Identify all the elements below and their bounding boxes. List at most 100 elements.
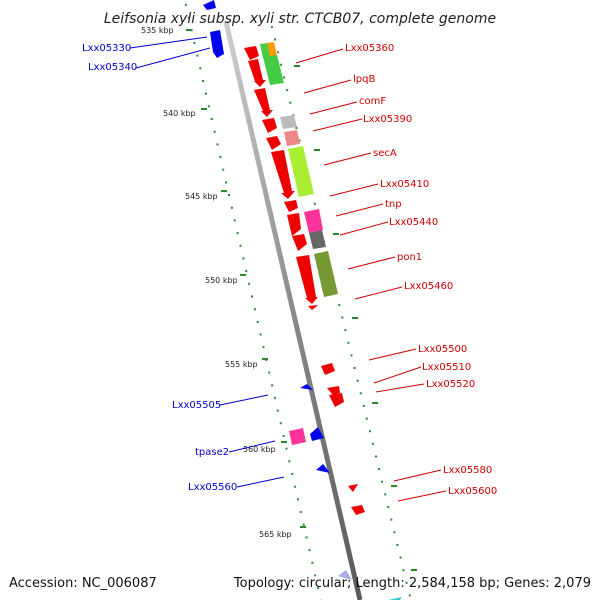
guide-dot [298,139,301,142]
cds-block [314,251,338,297]
gene-arrow-forward [248,59,266,87]
gene-label-lpqb[interactable]: lpqB [353,74,375,85]
gene-label-lxx05520[interactable]: Lxx05520 [426,379,475,390]
guide-dot [368,430,371,433]
forward-labels: Lxx05360 lpqB comF Lxx05390 secA Lxx0541… [345,43,497,497]
gene-label-lxx05340[interactable]: Lxx05340 [88,62,137,73]
guide-dot [222,168,225,171]
guide-dot [295,127,298,129]
guide-dot [387,506,390,508]
guide-dot [233,219,236,222]
gene-label-lxx05410[interactable]: Lxx05410 [380,179,429,190]
guide-dot [347,341,350,344]
guide-dot [299,511,302,513]
guide-dot [390,518,393,521]
guide-dot [294,485,297,488]
guide-dot [280,63,283,66]
guide-dot [239,244,242,247]
gene-label-comf[interactable]: comF [359,96,386,107]
guide-dot [190,29,193,32]
gene-label-lxx05390[interactable]: Lxx05390 [363,114,412,125]
gene-label-lxx05580[interactable]: Lxx05580 [443,465,492,476]
guide-dot [317,587,320,590]
leader-line [312,118,363,132]
guide-dot [286,89,289,92]
tick-label: 560 kbp [243,445,276,454]
leader-line [354,286,403,300]
cds-block [304,209,323,233]
leader-line [303,79,352,94]
cds-block [289,428,306,445]
gene-label-tnp[interactable]: tnp [385,199,402,210]
reverse-leaders [129,36,285,488]
guide-dot [314,574,317,577]
guide-dot [291,473,294,475]
guide-dot [213,130,216,133]
gene-label-seca[interactable]: secA [373,148,397,159]
gene-label-lxx05510[interactable]: Lxx05510 [422,362,471,373]
cds-blocks [260,42,338,445]
gene-label-lxx05330[interactable]: Lxx05330 [82,43,131,54]
leader-line [129,36,208,49]
guide-dot [359,392,362,395]
guide-dot [253,308,256,311]
accession-text: Accession: NC_006087 [9,576,157,591]
guide-dot [371,442,374,445]
tick-label: 545 kbp [185,192,218,201]
guide-dot [242,257,245,260]
gene-arrow-forward [348,484,358,492]
guide-dot [399,556,402,559]
guide-dot [283,76,286,79]
gene-label-lxx05460[interactable]: Lxx05460 [404,281,453,292]
guide-dot [245,270,248,273]
leader-line [373,366,422,384]
cds-block [267,42,277,57]
leader-line [135,47,211,69]
gene-arrow-reverse [203,0,216,10]
gene-arrow-faded [338,570,352,580]
map-title: Leifsonia xyli subsp. xyli str. CTCB07, … [104,11,496,27]
guide-dot [375,455,377,458]
guide-dot [187,16,190,19]
guide-dot [365,417,368,420]
tick-label: 540 kbp [163,109,196,118]
guide-dot [262,346,265,349]
tick-label: 550 kbp [205,276,238,285]
guide-dot [205,92,207,95]
guide-dot [207,105,210,108]
guide-dot [230,206,233,209]
guide-dot [402,569,405,572]
gene-label-lxx05500[interactable]: Lxx05500 [418,344,467,355]
gene-label-lxx05600[interactable]: Lxx05600 [448,486,497,497]
leader-line [309,101,358,115]
gene-label-tpase2[interactable]: tpase2 [195,447,229,458]
guide-dot [305,536,308,539]
guide-dot [396,543,399,546]
guide-dot [378,468,381,471]
guide-dot [228,194,230,197]
gene-arrow-forward [308,305,318,310]
gene-arrow-forward [321,363,335,375]
guide-dot [338,303,341,306]
gene-label-lxx05360[interactable]: Lxx05360 [345,43,394,54]
gene-arrow-forward [266,136,281,150]
gene-label-pon1[interactable]: pon1 [397,252,422,263]
guide-dot [405,581,408,584]
guide-dot [210,118,213,120]
gene-label-lxx05440[interactable]: Lxx05440 [389,217,438,228]
guide-dots [184,3,411,600]
gene-label-lxx05505[interactable]: Lxx05505 [172,400,221,411]
gene-label-lxx05560[interactable]: Lxx05560 [188,482,237,493]
guide-dot [408,594,411,597]
guide-dot [202,80,205,82]
guide-dot [384,493,387,496]
gene-arrow-forward [329,393,344,407]
cds-block [263,55,284,85]
leader-line [339,221,389,236]
guide-dot [288,460,291,463]
guide-dot [313,202,316,205]
leader-line [347,256,396,270]
genome-backbone [223,21,363,600]
guide-dot [344,329,347,332]
guide-dot [282,435,285,437]
